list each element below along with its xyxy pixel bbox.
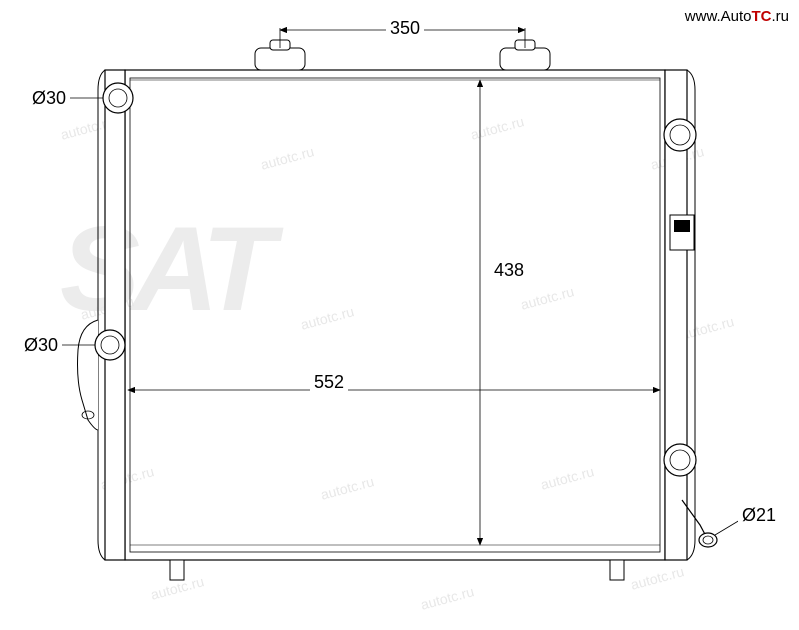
site-url-suffix: .ru [771,8,789,25]
radiator-core [125,70,665,560]
radiator-drawing [0,0,799,630]
dim-label-port-br: Ø21 [738,505,780,526]
dim-label-port-ml: Ø30 [20,335,62,356]
port-right-lower [664,444,696,476]
dim-label-height: 438 [490,260,528,281]
radiator-core-inner [130,78,660,552]
dim-label-top: 350 [386,18,424,39]
left-tank-curve [98,70,105,560]
site-url-prefix: www. [685,8,721,25]
bottom-tab [170,560,184,580]
bottom-tab [610,560,624,580]
dim-label-width: 552 [310,372,348,393]
dim-label-port-tl: Ø30 [28,88,70,109]
site-url-accent: TC [751,8,771,25]
port-right-upper [664,119,696,151]
top-mount-right [500,48,550,70]
leader-line [715,520,740,535]
site-url-main: Auto [721,8,752,25]
diagram-canvas: SAT autotc.ru autotc.ru autotc.ru autotc… [0,0,799,630]
port-top-left [103,83,133,113]
site-url: www.AutoTC.ru [685,8,789,25]
left-tank [105,70,125,560]
port-mid-left [95,330,125,360]
left-reservoir [78,320,99,430]
top-mount-left [255,48,305,70]
